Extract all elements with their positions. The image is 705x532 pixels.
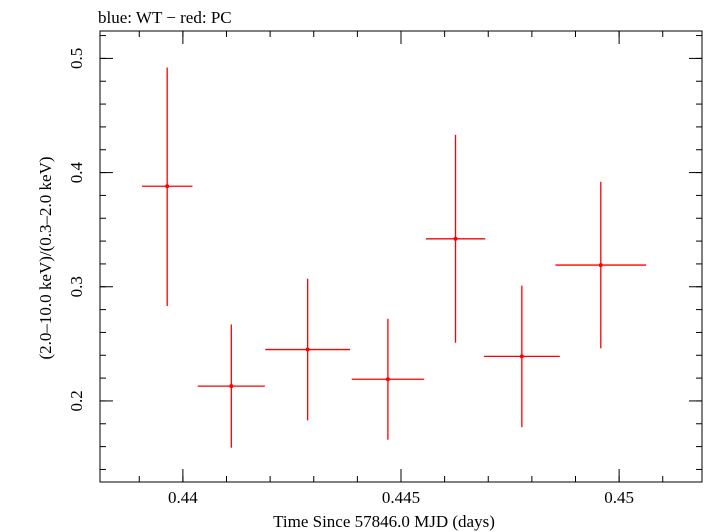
data-point xyxy=(351,318,425,440)
data-point xyxy=(265,278,350,421)
y-tick-label: 0.4 xyxy=(67,161,86,183)
y-tick-label: 0.3 xyxy=(67,276,86,297)
point-marker xyxy=(305,347,310,352)
point-marker xyxy=(453,236,458,241)
x-axis-label: Time Since 57846.0 MJD (days) xyxy=(273,512,495,531)
y-tick-label: 0.5 xyxy=(67,48,86,69)
data-point xyxy=(483,285,560,428)
data-point xyxy=(555,181,647,349)
axes: 0.44 0.445 0.45 0.2 0.3 0.4 0.5 xyxy=(67,30,703,507)
data-point xyxy=(197,324,265,448)
y-axis-label: (2.0–10.0 keV)/(0.3–2.0 keV) xyxy=(36,156,55,359)
point-marker xyxy=(385,377,390,382)
data-point xyxy=(141,67,193,307)
x-tick-label: 0.44 xyxy=(168,488,198,507)
x-tick-label: 0.45 xyxy=(604,488,634,507)
chart-title: blue: WT − red: PC xyxy=(98,8,232,27)
x-tick-label: 0.445 xyxy=(382,488,420,507)
point-marker xyxy=(165,184,170,189)
point-marker xyxy=(229,384,234,389)
point-marker xyxy=(519,354,524,359)
data-points xyxy=(141,67,647,448)
data-point xyxy=(425,134,486,343)
point-marker xyxy=(598,263,603,268)
y-tick-label: 0.2 xyxy=(67,390,86,411)
plot-frame xyxy=(99,30,703,483)
